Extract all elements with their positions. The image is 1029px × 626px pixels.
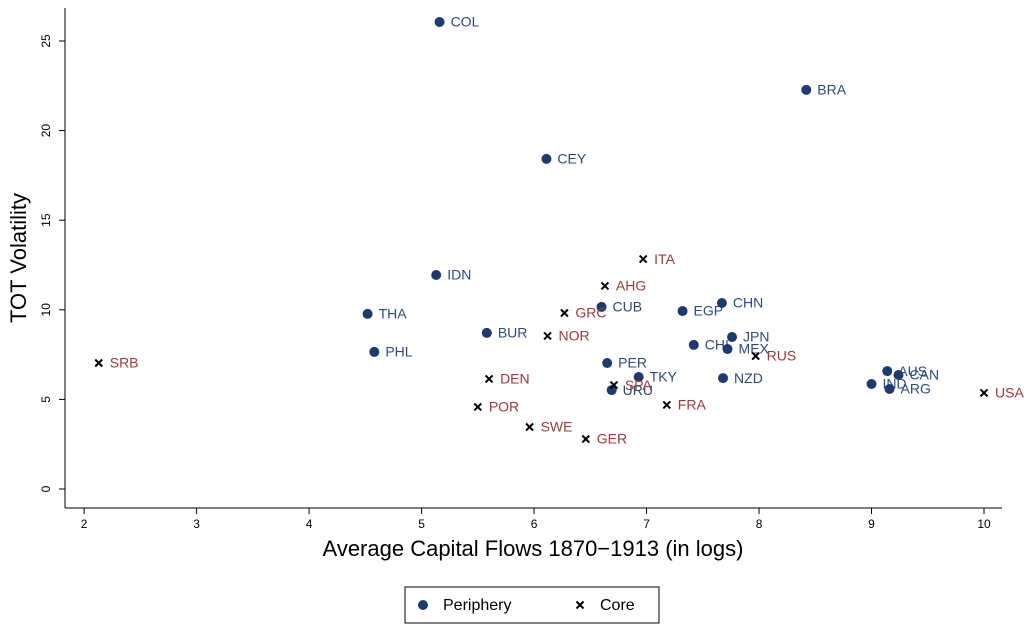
point-label: ITA	[654, 251, 675, 267]
point-label: IDN	[447, 267, 471, 283]
point	[884, 384, 895, 395]
point	[560, 308, 569, 318]
point	[481, 327, 492, 338]
point	[633, 371, 644, 382]
y-tick-label: 0	[39, 485, 53, 492]
legend-marker	[418, 600, 428, 610]
point	[581, 434, 591, 444]
point	[434, 16, 445, 27]
point	[596, 301, 607, 312]
point-label: CEY	[557, 151, 586, 167]
x-tick-label: 9	[868, 517, 875, 531]
x-tick-label: 2	[81, 517, 88, 531]
x-axis-title: Average Capital Flows 1870−1913 (in logs…	[323, 536, 744, 561]
y-axis-title: TOT Volatility	[6, 193, 31, 323]
point	[543, 331, 552, 341]
point-label: PER	[618, 355, 647, 371]
point-label: MEX	[739, 341, 770, 357]
point	[688, 339, 699, 350]
point	[722, 344, 733, 355]
point	[600, 281, 610, 291]
point-label: SRB	[110, 355, 139, 371]
x-tick-label: 7	[643, 517, 650, 531]
point	[602, 358, 613, 369]
point-label: USA	[995, 385, 1024, 401]
point-label: POR	[489, 399, 519, 415]
point-label: GRC	[575, 305, 606, 321]
x-tick-label: 3	[193, 517, 200, 531]
point-label: JPN	[743, 329, 769, 345]
point-label: AUS	[898, 363, 927, 379]
point-label: THA	[379, 306, 408, 322]
point	[525, 422, 534, 432]
point-label: DEN	[500, 371, 530, 387]
y-tick-label: 5	[39, 396, 53, 403]
legend-label: Core	[600, 597, 635, 614]
point-label: CAN	[910, 367, 940, 383]
x-tick-label: 4	[306, 517, 313, 531]
point	[606, 385, 617, 396]
y-tick-label: 25	[39, 34, 53, 48]
x-tick-label: 6	[531, 517, 538, 531]
point	[801, 84, 812, 95]
y-tick-label: 15	[39, 213, 53, 227]
point	[866, 378, 877, 389]
point	[94, 358, 103, 368]
point	[979, 388, 989, 398]
point	[541, 153, 552, 164]
point-label: BUR	[498, 325, 528, 341]
point-label: BRA	[817, 82, 846, 98]
y-tick-label: 10	[39, 303, 53, 317]
point-label: AHG	[616, 278, 646, 294]
point-label: ARG	[901, 381, 931, 397]
point	[751, 351, 760, 361]
point	[369, 346, 380, 357]
point-label: RUS	[767, 348, 797, 364]
point	[727, 332, 738, 343]
point-label: TKY	[650, 369, 678, 385]
legend-box	[404, 586, 660, 624]
point	[473, 402, 483, 412]
point	[716, 297, 727, 308]
x-tick-label: 8	[756, 517, 763, 531]
point-label: SPA	[625, 377, 653, 393]
point	[362, 308, 373, 319]
point	[638, 254, 648, 264]
point-label: PHL	[385, 344, 412, 360]
point-label: NZD	[734, 370, 763, 386]
y-tick-label: 20	[39, 124, 53, 138]
legend-label: Periphery	[443, 597, 511, 614]
point-label: COL	[451, 14, 480, 30]
point-label: URU	[623, 382, 653, 398]
point-label: GER	[597, 431, 627, 447]
point	[718, 373, 729, 384]
point-label: NOR	[559, 328, 590, 344]
point-label: SWE	[541, 419, 573, 435]
point	[882, 366, 893, 377]
point-label: EGP	[694, 303, 724, 319]
point	[431, 270, 442, 281]
point	[662, 400, 672, 410]
point	[484, 374, 494, 384]
point	[893, 370, 904, 381]
point	[677, 306, 688, 317]
x-tick-label: 10	[977, 517, 991, 531]
point	[609, 380, 619, 390]
legend-marker	[575, 600, 585, 610]
point-label: FRA	[678, 397, 707, 413]
x-tick-label: 5	[418, 517, 425, 531]
point-label: CHN	[733, 295, 763, 311]
point-label: CUB	[613, 299, 643, 315]
